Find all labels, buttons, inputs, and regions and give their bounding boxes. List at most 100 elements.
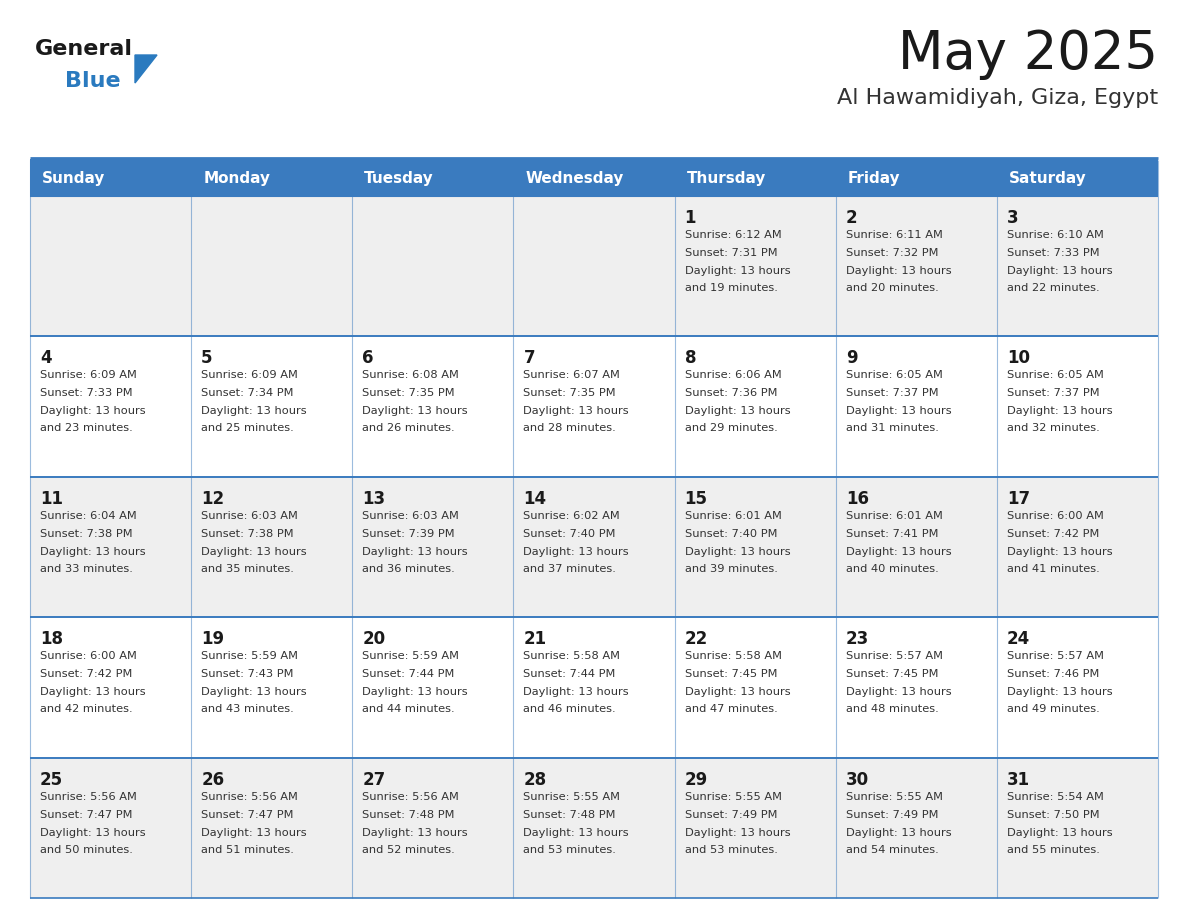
Text: Sunset: 7:32 PM: Sunset: 7:32 PM (846, 248, 939, 258)
Text: 15: 15 (684, 490, 708, 508)
Text: Wednesday: Wednesday (525, 171, 624, 185)
Text: and 41 minutes.: and 41 minutes. (1007, 564, 1100, 574)
Bar (30, 160, 191, 196)
Text: Sunset: 7:40 PM: Sunset: 7:40 PM (524, 529, 615, 539)
Text: Sunrise: 6:02 AM: Sunrise: 6:02 AM (524, 510, 620, 521)
Text: Sunrise: 6:07 AM: Sunrise: 6:07 AM (524, 370, 620, 380)
Text: Sunrise: 6:08 AM: Sunrise: 6:08 AM (362, 370, 459, 380)
Text: Daylight: 13 hours: Daylight: 13 hours (846, 828, 952, 837)
Text: 29: 29 (684, 770, 708, 789)
Text: and 35 minutes.: and 35 minutes. (201, 564, 293, 574)
Text: Thursday: Thursday (687, 171, 766, 185)
Text: 18: 18 (40, 630, 63, 648)
Bar (30, 336, 1158, 476)
Text: Daylight: 13 hours: Daylight: 13 hours (524, 828, 630, 837)
Text: and 20 minutes.: and 20 minutes. (846, 283, 939, 293)
Text: Sunrise: 5:58 AM: Sunrise: 5:58 AM (524, 651, 620, 661)
Text: Daylight: 13 hours: Daylight: 13 hours (201, 407, 307, 417)
Text: Daylight: 13 hours: Daylight: 13 hours (362, 547, 468, 557)
Text: Sunset: 7:49 PM: Sunset: 7:49 PM (846, 810, 939, 820)
Text: Sunset: 7:50 PM: Sunset: 7:50 PM (1007, 810, 1099, 820)
Text: and 31 minutes.: and 31 minutes. (846, 423, 939, 433)
Text: and 33 minutes.: and 33 minutes. (40, 564, 133, 574)
Text: Sunset: 7:39 PM: Sunset: 7:39 PM (362, 529, 455, 539)
Text: and 55 minutes.: and 55 minutes. (1007, 845, 1100, 855)
Text: Sunrise: 5:58 AM: Sunrise: 5:58 AM (684, 651, 782, 661)
Text: and 53 minutes.: and 53 minutes. (684, 845, 777, 855)
Text: Sunset: 7:47 PM: Sunset: 7:47 PM (40, 810, 133, 820)
Text: 8: 8 (684, 350, 696, 367)
Text: General: General (34, 39, 133, 59)
Text: Sunrise: 5:56 AM: Sunrise: 5:56 AM (201, 791, 298, 801)
Text: 25: 25 (40, 770, 63, 789)
Text: 19: 19 (201, 630, 225, 648)
Text: Sunrise: 6:06 AM: Sunrise: 6:06 AM (684, 370, 782, 380)
Bar (513, 160, 675, 196)
Text: 26: 26 (201, 770, 225, 789)
Text: Sunrise: 6:09 AM: Sunrise: 6:09 AM (40, 370, 137, 380)
Text: Sunrise: 5:55 AM: Sunrise: 5:55 AM (684, 791, 782, 801)
Text: Sunset: 7:42 PM: Sunset: 7:42 PM (40, 669, 132, 679)
Text: and 37 minutes.: and 37 minutes. (524, 564, 617, 574)
Text: 6: 6 (362, 350, 374, 367)
Text: and 22 minutes.: and 22 minutes. (1007, 283, 1099, 293)
Text: Sunrise: 6:04 AM: Sunrise: 6:04 AM (40, 510, 137, 521)
Text: and 36 minutes.: and 36 minutes. (362, 564, 455, 574)
Bar (835, 160, 997, 196)
Text: Sunrise: 5:59 AM: Sunrise: 5:59 AM (362, 651, 460, 661)
Text: Sunrise: 5:55 AM: Sunrise: 5:55 AM (846, 791, 943, 801)
Text: Daylight: 13 hours: Daylight: 13 hours (201, 688, 307, 697)
Text: Sunset: 7:45 PM: Sunset: 7:45 PM (846, 669, 939, 679)
Text: Daylight: 13 hours: Daylight: 13 hours (40, 407, 146, 417)
Text: and 44 minutes.: and 44 minutes. (362, 704, 455, 714)
Text: Sunrise: 5:57 AM: Sunrise: 5:57 AM (846, 651, 943, 661)
Bar (30, 476, 1158, 617)
Text: and 40 minutes.: and 40 minutes. (846, 564, 939, 574)
Text: Sunrise: 6:05 AM: Sunrise: 6:05 AM (846, 370, 942, 380)
Text: and 52 minutes.: and 52 minutes. (362, 845, 455, 855)
Text: and 28 minutes.: and 28 minutes. (524, 423, 617, 433)
Text: 24: 24 (1007, 630, 1030, 648)
Text: Daylight: 13 hours: Daylight: 13 hours (40, 547, 146, 557)
Text: and 26 minutes.: and 26 minutes. (362, 423, 455, 433)
Text: Sunset: 7:41 PM: Sunset: 7:41 PM (846, 529, 939, 539)
Text: Sunset: 7:49 PM: Sunset: 7:49 PM (684, 810, 777, 820)
Text: Sunrise: 6:01 AM: Sunrise: 6:01 AM (684, 510, 782, 521)
Text: 27: 27 (362, 770, 386, 789)
Bar (30, 757, 1158, 898)
Text: Sunset: 7:47 PM: Sunset: 7:47 PM (201, 810, 293, 820)
Text: Sunset: 7:35 PM: Sunset: 7:35 PM (362, 388, 455, 398)
Text: and 39 minutes.: and 39 minutes. (684, 564, 777, 574)
Text: Daylight: 13 hours: Daylight: 13 hours (362, 828, 468, 837)
Text: Sunrise: 6:00 AM: Sunrise: 6:00 AM (1007, 510, 1104, 521)
Text: Daylight: 13 hours: Daylight: 13 hours (201, 547, 307, 557)
Text: Sunrise: 6:03 AM: Sunrise: 6:03 AM (201, 510, 298, 521)
Text: and 49 minutes.: and 49 minutes. (1007, 704, 1100, 714)
Text: and 51 minutes.: and 51 minutes. (201, 845, 293, 855)
Text: Daylight: 13 hours: Daylight: 13 hours (40, 828, 146, 837)
Bar (997, 160, 1158, 196)
Text: Sunset: 7:40 PM: Sunset: 7:40 PM (684, 529, 777, 539)
Text: Daylight: 13 hours: Daylight: 13 hours (1007, 407, 1112, 417)
Text: 11: 11 (40, 490, 63, 508)
Text: Sunset: 7:43 PM: Sunset: 7:43 PM (201, 669, 293, 679)
Text: Sunday: Sunday (42, 171, 106, 185)
Text: 17: 17 (1007, 490, 1030, 508)
Text: 9: 9 (846, 350, 858, 367)
Text: Sunrise: 6:11 AM: Sunrise: 6:11 AM (846, 230, 942, 240)
Bar (353, 160, 513, 196)
Text: Sunrise: 6:09 AM: Sunrise: 6:09 AM (201, 370, 298, 380)
Text: Sunset: 7:48 PM: Sunset: 7:48 PM (524, 810, 615, 820)
Text: Sunrise: 5:56 AM: Sunrise: 5:56 AM (362, 791, 459, 801)
Text: Sunset: 7:36 PM: Sunset: 7:36 PM (684, 388, 777, 398)
Text: Daylight: 13 hours: Daylight: 13 hours (1007, 688, 1112, 697)
Text: Sunset: 7:31 PM: Sunset: 7:31 PM (684, 248, 777, 258)
Text: Sunrise: 5:55 AM: Sunrise: 5:55 AM (524, 791, 620, 801)
Text: and 19 minutes.: and 19 minutes. (684, 283, 777, 293)
Text: Daylight: 13 hours: Daylight: 13 hours (40, 688, 146, 697)
Text: Daylight: 13 hours: Daylight: 13 hours (684, 547, 790, 557)
Text: and 50 minutes.: and 50 minutes. (40, 845, 133, 855)
Text: Daylight: 13 hours: Daylight: 13 hours (846, 407, 952, 417)
Text: 14: 14 (524, 490, 546, 508)
Text: Sunset: 7:38 PM: Sunset: 7:38 PM (40, 529, 133, 539)
